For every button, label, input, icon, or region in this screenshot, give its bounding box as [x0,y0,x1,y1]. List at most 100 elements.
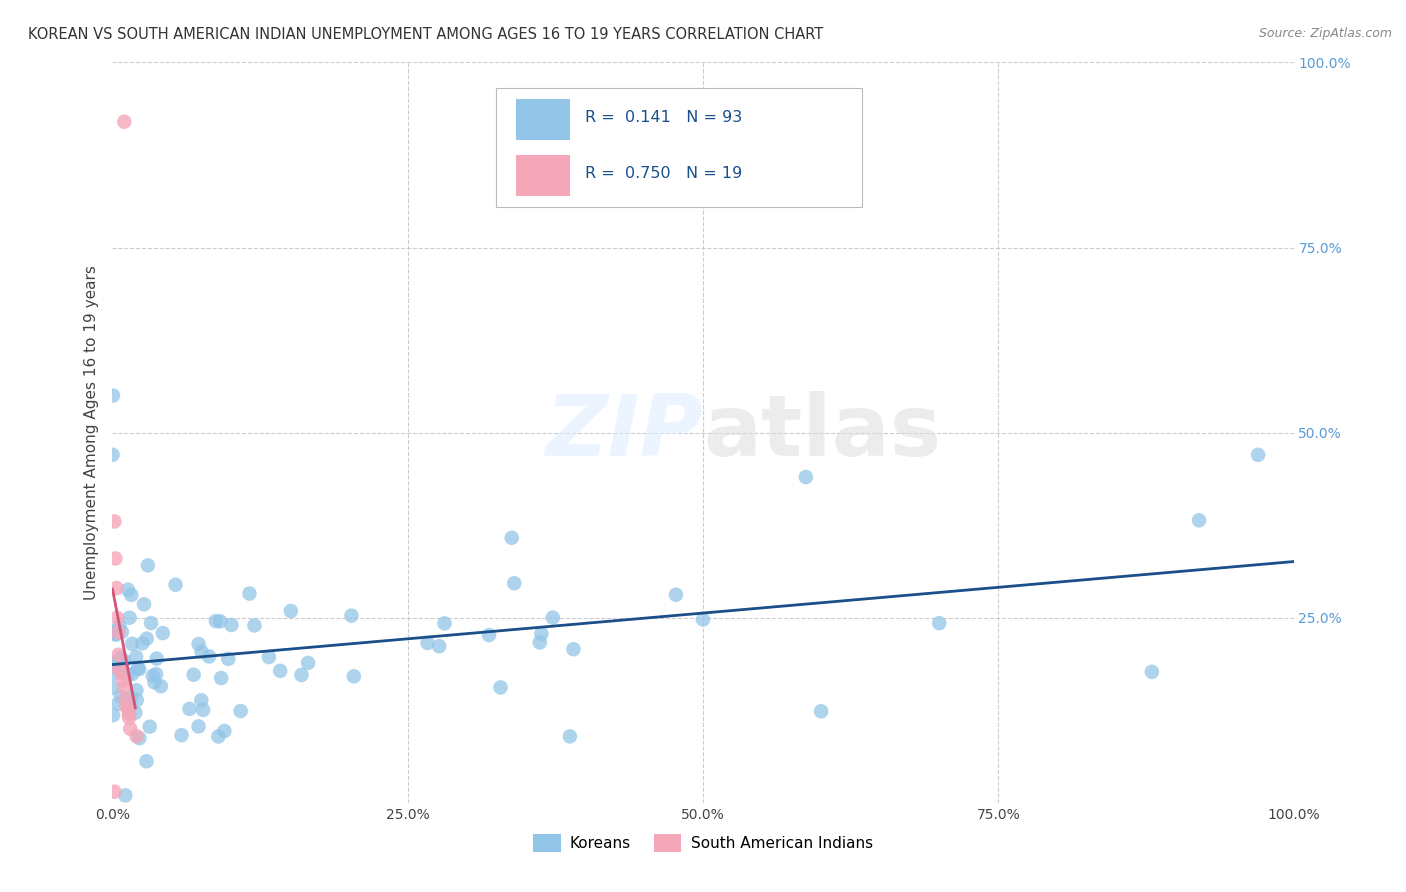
Point [118,703,141,717]
Point [209,671,232,685]
Text: Source: ZipAtlas.com: Source: ZipAtlas.com [1258,27,1392,40]
Point [217,652,239,666]
Point [125,693,148,707]
Point [138,720,160,734]
Point [297,656,319,670]
Point [112,681,135,695]
Point [103,624,125,639]
Point [103,656,125,670]
FancyBboxPatch shape [516,99,569,140]
Point [501,531,523,545]
Point [529,635,551,649]
Point [112,114,135,128]
Point [214,724,236,739]
Point [221,618,243,632]
Legend: Koreans, South American Indians: Koreans, South American Indians [527,829,879,858]
Point [1140,665,1163,679]
Point [135,754,157,768]
Point [257,650,280,665]
Point [562,642,585,657]
Point [530,627,553,641]
Point [558,730,581,744]
Point [1188,513,1211,527]
Point [104,551,127,566]
Point [142,669,165,683]
Point [810,704,832,718]
Point [152,626,174,640]
Point [416,636,439,650]
Point [280,604,302,618]
Point [198,649,221,664]
Point [108,619,131,633]
Point [165,578,187,592]
Point [101,681,124,695]
Point [135,632,157,646]
Point [149,679,172,693]
Point [103,515,125,529]
Point [145,667,167,681]
Point [107,625,129,640]
Text: R =  0.750   N = 19: R = 0.750 N = 19 [585,166,742,181]
Point [111,624,134,639]
Point [794,470,817,484]
Point [179,702,201,716]
Point [118,711,141,725]
Point [111,666,134,681]
Point [692,612,714,626]
Point [112,673,135,688]
FancyBboxPatch shape [496,88,862,207]
Point [187,719,209,733]
Point [190,645,212,659]
Point [108,663,131,677]
Point [132,597,155,611]
Point [503,576,526,591]
Point [121,637,143,651]
Point [117,582,139,597]
Point [541,610,564,624]
Text: R =  0.141   N = 93: R = 0.141 N = 93 [585,111,742,126]
Point [183,667,205,681]
Point [120,691,142,706]
Y-axis label: Unemployment Among Ages 16 to 19 years: Unemployment Among Ages 16 to 19 years [83,265,98,600]
Point [125,729,148,743]
Point [117,668,139,682]
Point [139,616,162,631]
Point [101,448,124,462]
Point [125,683,148,698]
Point [118,611,141,625]
Text: atlas: atlas [703,391,941,475]
Text: ZIP: ZIP [546,391,703,475]
Point [120,722,142,736]
Point [191,703,214,717]
Point [340,608,363,623]
Point [433,616,456,631]
Point [128,731,150,745]
Point [478,628,501,642]
Point [343,669,366,683]
Point [104,626,127,640]
Point [121,667,143,681]
Point [104,628,127,642]
Point [124,706,146,720]
Point [101,388,124,402]
Point [103,666,125,681]
Point [128,662,150,676]
Point [136,558,159,573]
Point [110,664,132,678]
Point [114,692,136,706]
Point [187,637,209,651]
Point [120,588,142,602]
Point [427,639,450,653]
Point [205,614,228,628]
Point [665,588,688,602]
Point [103,656,125,670]
Point [103,785,125,799]
Point [190,693,212,707]
Point [118,706,141,721]
Point [110,690,132,704]
Point [489,681,512,695]
Point [115,699,138,714]
Point [105,610,128,624]
Point [101,708,124,723]
Point [107,697,129,711]
